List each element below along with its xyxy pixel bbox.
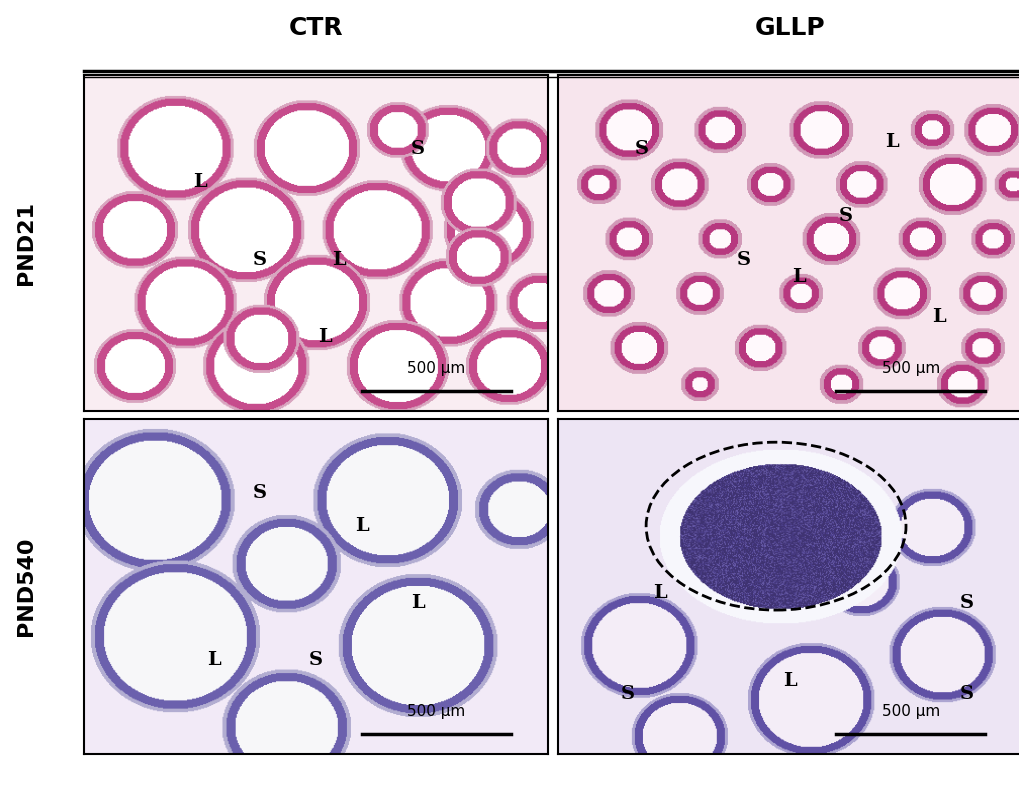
Text: S: S <box>411 140 424 158</box>
Text: L: L <box>884 134 898 151</box>
Text: L: L <box>207 652 220 669</box>
Text: S: S <box>838 207 852 225</box>
Text: L: L <box>355 517 369 535</box>
Text: S: S <box>253 483 267 502</box>
Text: PND540: PND540 <box>15 537 36 636</box>
Text: S: S <box>620 685 634 703</box>
Text: L: L <box>930 308 945 325</box>
Text: S: S <box>253 250 267 269</box>
Text: L: L <box>332 250 345 269</box>
Text: L: L <box>792 268 805 285</box>
Text: GLLP: GLLP <box>754 16 824 40</box>
Text: L: L <box>652 585 666 602</box>
Text: S: S <box>959 685 972 703</box>
Text: L: L <box>783 672 796 690</box>
Text: S: S <box>309 652 322 669</box>
Text: S: S <box>634 140 648 158</box>
Text: 500 μm: 500 μm <box>407 360 465 375</box>
Text: 500 μm: 500 μm <box>407 704 465 719</box>
Text: S: S <box>959 594 972 612</box>
Text: S: S <box>736 250 750 269</box>
Text: 500 μm: 500 μm <box>880 704 938 719</box>
Text: 500 μm: 500 μm <box>880 360 938 375</box>
Text: CTR: CTR <box>288 16 342 40</box>
Text: PND21: PND21 <box>15 201 36 285</box>
Text: L: L <box>193 174 206 191</box>
Text: L: L <box>318 328 331 346</box>
Text: L: L <box>411 594 424 612</box>
